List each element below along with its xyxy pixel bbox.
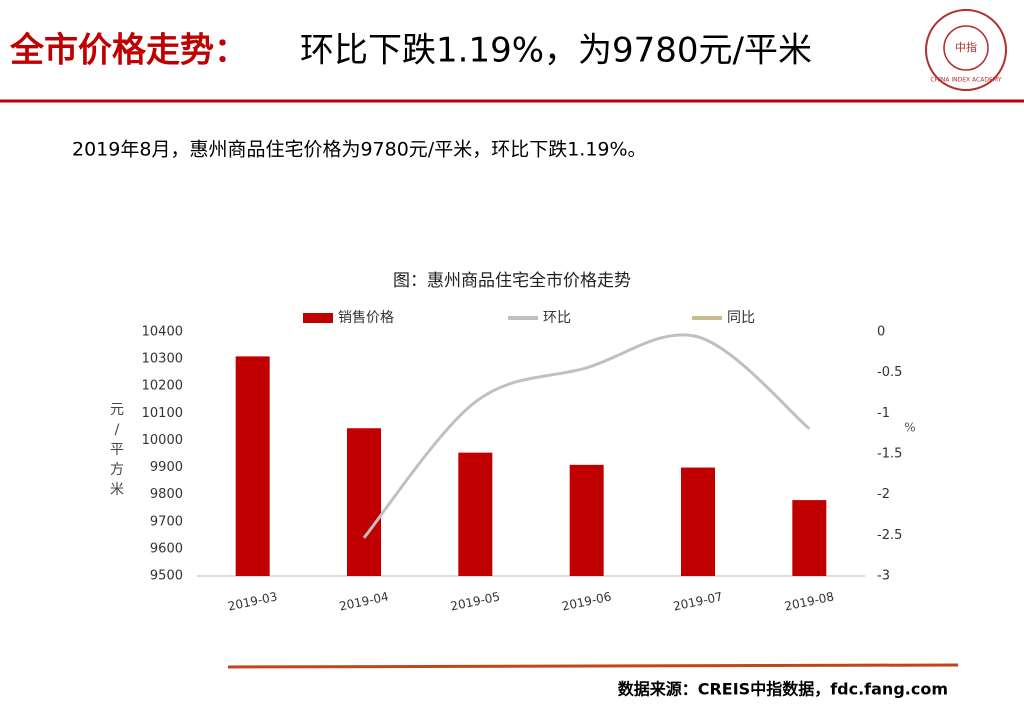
y2-label: % (904, 421, 915, 435)
footer-rule (227, 663, 959, 669)
y-tick-label: 9500 (150, 569, 183, 584)
title-highlight: 全市价格走势： (9, 31, 248, 71)
x-tick-label: 2019-05 (449, 589, 501, 613)
legend-label: 环比 (543, 310, 571, 326)
x-tick: 2019-03 (227, 589, 279, 613)
x-tick: 2019-04 (338, 589, 390, 613)
x-tick-label: 2019-06 (561, 589, 613, 613)
y2-tick-label: -0.5 (877, 365, 902, 380)
x-tick-label: 2019-07 (672, 589, 724, 613)
y2-tick-label: -1 (877, 406, 890, 421)
logo-mark: 中指 (955, 40, 977, 54)
logo-inner (943, 25, 989, 71)
y2-tick-label: -3 (877, 569, 890, 584)
y-tick-label: 10200 (142, 379, 183, 394)
y2-tick-label: -1.5 (877, 447, 902, 462)
x-tick-label: 2019-08 (783, 589, 835, 613)
logo-text: CHINA INDEX ACADEMY (930, 77, 1002, 84)
title-rest: 环比下跌1.19%，为9780元/平米 (300, 31, 812, 71)
y2-tick-label: -2.5 (877, 528, 902, 543)
x-tick-label: 2019-03 (227, 589, 279, 613)
y-tick-label: 10400 (142, 325, 183, 340)
legend-label: 同比 (727, 310, 755, 326)
legend-label: 销售价格 (338, 310, 394, 326)
legend-swatch (303, 313, 333, 323)
logo (925, 9, 1007, 91)
y-tick-label: 9800 (150, 487, 183, 502)
bar (458, 452, 493, 576)
bar (792, 500, 827, 576)
chart-title: 图：惠州商品住宅全市价格走势 (393, 271, 631, 291)
x-tick: 2019-08 (783, 589, 835, 613)
bar (235, 356, 270, 576)
bar (569, 464, 604, 576)
y2-tick-label: -2 (877, 487, 890, 502)
bar (681, 467, 715, 576)
source: 数据来源：CREIS中指数据，fdc.fang.com (618, 680, 948, 699)
y-tick-label: 10000 (142, 433, 183, 448)
summary: 2019年8月，惠州商品住宅价格为9780元/平米，环比下跌1.19%。 (72, 139, 647, 161)
line (362, 333, 811, 539)
y2-tick-label: 0 (877, 325, 885, 340)
y-tick-label: 10100 (142, 406, 183, 421)
x-tick: 2019-06 (561, 589, 613, 613)
x-tick: 2019-05 (449, 589, 501, 613)
x-tick-label: 2019-04 (338, 589, 390, 613)
bar (347, 428, 381, 576)
y-tick-label: 9600 (150, 541, 183, 556)
y-label: 元/平方米 (110, 402, 124, 498)
y-tick-label: 10300 (142, 352, 183, 367)
y-tick-label: 9900 (150, 460, 183, 475)
x-tick: 2019-07 (672, 589, 724, 613)
y-tick-label: 9700 (150, 514, 183, 529)
